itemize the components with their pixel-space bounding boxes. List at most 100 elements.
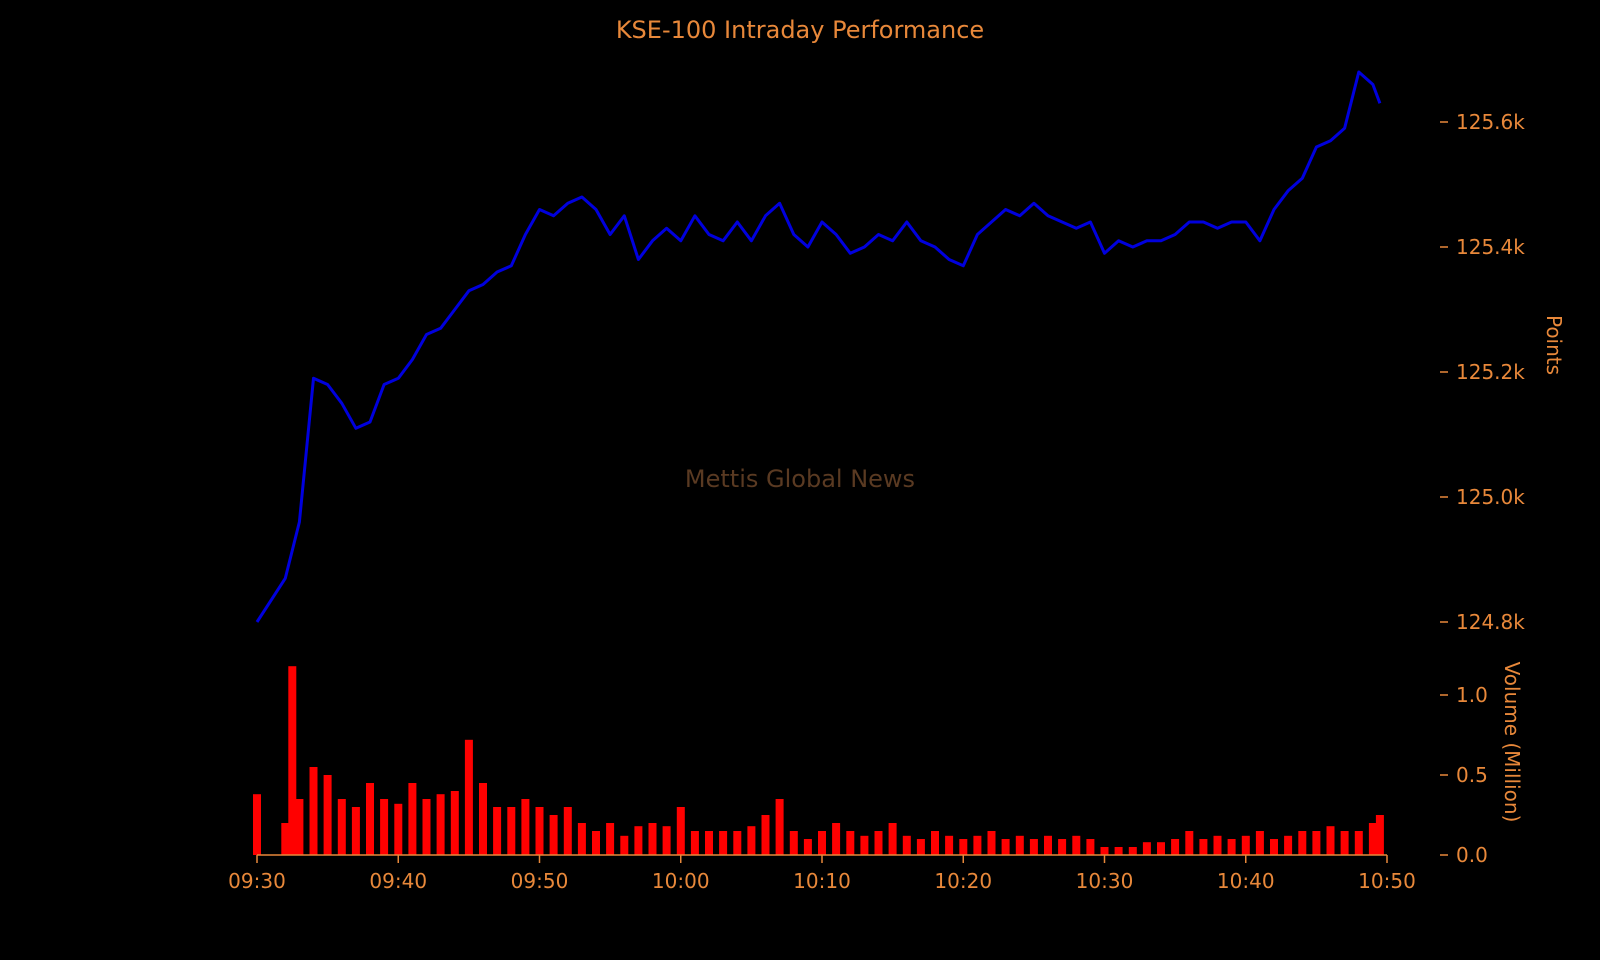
volume-bar [1157,842,1165,855]
volume-bar [789,831,798,855]
volume-bar [902,835,911,855]
volume-bar [563,807,572,855]
volume-bar [1100,847,1109,855]
volume-bar [337,799,346,855]
volume-bar [662,826,671,855]
volume-bar [1227,839,1236,855]
price-line [255,70,1382,623]
volume-bar [281,823,290,855]
volume-bar [408,783,417,855]
x-axis-ticks: 09:30 09:40 09:50 10:00 10:10 10:20 10:30 10:40… [228,855,1416,893]
volume-bar [1199,839,1208,855]
x-tick-label: 10:50 [1358,869,1416,893]
volume-bar [436,794,445,855]
volume-bar [1284,835,1293,855]
volume-bar [380,799,389,855]
volume-bar [634,826,643,855]
price-y-tick-label: 124.8k [1456,610,1525,634]
x-tick-label: 09:40 [369,869,427,893]
x-tick-label: 09:30 [228,869,286,893]
volume-bar [1340,831,1349,855]
volume-bar [1072,835,1081,855]
volume-bar [888,823,897,855]
volume-bar [775,799,784,855]
price-y-tick-label: 125.4k [1456,235,1525,259]
x-axis: 09:30 09:40 09:50 10:00 10:10 10:20 10:30 10:40… [228,854,1416,893]
volume-bar [676,807,685,855]
volume-chart: 0.0 0.5 1.0 [253,666,1488,867]
price-y-tick-label: 125.0k [1456,485,1525,509]
x-tick-label: 10:40 [1217,869,1275,893]
volume-y-axis-label: Volume (Million) [1500,662,1524,823]
volume-bars [253,666,1384,855]
price-y-axis-label: Points [1542,315,1566,375]
volume-bar [394,803,403,855]
volume-bar [351,807,360,855]
volume-bar [309,767,318,855]
volume-bar [1142,842,1151,855]
volume-bar [535,807,544,855]
volume-bar [1354,831,1363,855]
volume-bar [1171,839,1180,855]
x-tick-label: 10:20 [934,869,992,893]
volume-bar [860,835,869,855]
volume-bar [959,839,968,855]
volume-bar [1114,847,1123,855]
volume-bar [705,831,713,855]
volume-bar [253,794,261,855]
volume-bar [1015,835,1024,855]
volume-bar [803,839,812,855]
volume-bar [846,831,855,855]
volume-bar [422,799,431,855]
volume-bar [521,799,530,855]
volume-bar [549,815,558,855]
volume-bar [366,783,374,855]
watermark: Mettis Global News [685,465,915,493]
volume-bar [1298,831,1307,855]
volume-bar [507,807,516,855]
volume-bar [592,831,600,855]
x-tick-label: 10:10 [793,869,851,893]
volume-bar [1185,831,1194,855]
volume-bar [606,823,615,855]
volume-y-tick-label: 0.0 [1456,843,1488,867]
volume-bar [464,739,473,855]
volume-bar [1326,826,1335,855]
price-y-tick-label: 125.2k [1456,360,1525,384]
volume-bar [1312,831,1321,855]
volume-bar [1213,835,1222,855]
volume-bar [493,807,502,855]
volume-bar [1241,835,1250,855]
price-chart: 124.8k 125.0k 125.2k 125.4k 125.6k [255,70,1525,634]
volume-bar [874,831,883,855]
volume-bar [450,791,459,855]
volume-bar [1001,839,1010,855]
volume-bar [818,831,826,855]
volume-bar [832,823,841,855]
volume-bar [733,831,742,855]
chart-title: KSE-100 Intraday Performance [616,16,984,44]
x-tick-label: 10:30 [1076,869,1134,893]
volume-bar [620,835,629,855]
volume-y-tick-label: 1.0 [1456,683,1488,707]
volume-bar [1368,823,1377,855]
volume-bar [916,839,925,855]
price-y-axis: 124.8k 125.0k 125.2k 125.4k 125.6k [1440,110,1525,634]
volume-bar [1058,839,1067,855]
volume-bar [1270,839,1278,855]
volume-bar [1375,815,1384,855]
price-y-tick-label: 125.6k [1456,110,1525,134]
volume-bar [648,823,657,855]
volume-bar [931,831,939,855]
volume-bar [761,815,770,855]
volume-bar [1128,847,1137,855]
volume-bar [1255,831,1264,855]
volume-bar [1029,839,1038,855]
volume-y-axis: 0.0 0.5 1.0 [1440,683,1488,867]
x-tick-label: 10:00 [652,869,710,893]
x-tick-label: 09:50 [511,869,569,893]
volume-bar [1044,835,1052,855]
volume-bar [1086,839,1095,855]
